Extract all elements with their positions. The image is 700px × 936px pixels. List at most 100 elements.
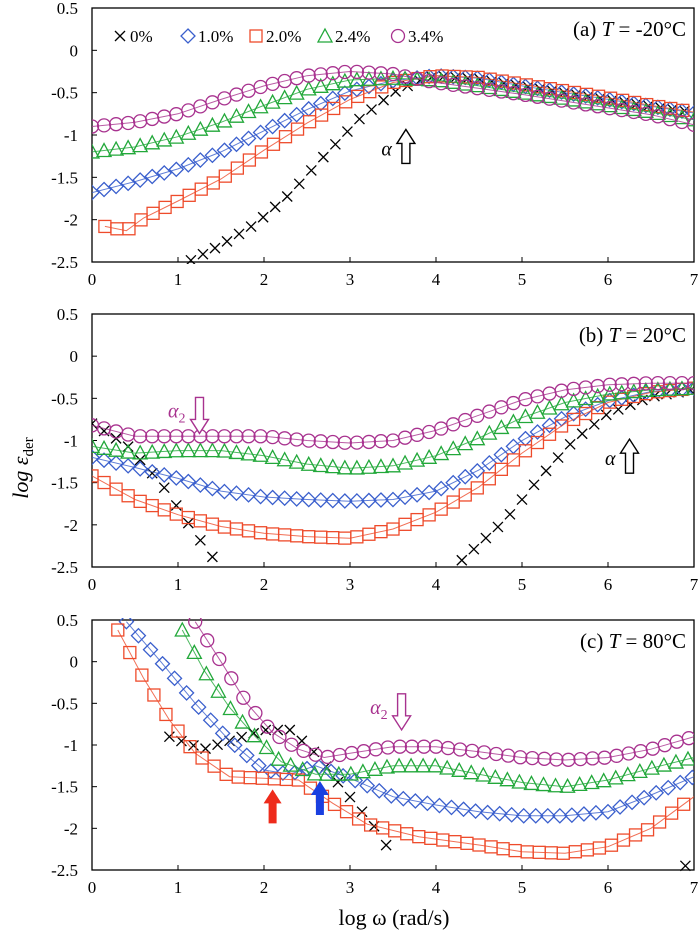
data-point-triangle	[204, 442, 221, 458]
data-point-triangle	[192, 442, 209, 458]
x-tick-label: 3	[346, 575, 355, 594]
data-point-diamond	[144, 463, 161, 480]
data-point-circle	[506, 86, 521, 101]
data-point-triangle	[282, 756, 299, 772]
data-point-diamond	[588, 804, 604, 821]
data-point-diamond	[192, 152, 209, 168]
data-point-circle	[686, 117, 694, 132]
data-point-triangle	[132, 444, 149, 460]
data-point-diamond	[168, 470, 185, 486]
data-point-triangle	[421, 71, 438, 87]
transition-arrow-icon	[263, 789, 282, 824]
data-point-circle	[337, 435, 352, 450]
series-line	[92, 387, 694, 539]
x-tick-label: 7	[690, 878, 699, 897]
data-point-cross	[158, 482, 170, 494]
data-point-triangle	[487, 768, 504, 784]
data-point-circle	[120, 115, 136, 131]
data-point-triangle	[276, 451, 293, 467]
data-point-diamond	[240, 130, 257, 147]
data-point-circle	[248, 705, 263, 721]
data-point-cross	[212, 739, 224, 751]
data-point-cross	[564, 438, 576, 450]
data-point-triangle	[637, 382, 654, 398]
data-point-triangle	[655, 756, 672, 772]
y-tick-label: -1	[64, 736, 78, 755]
data-point-diamond	[130, 627, 147, 644]
data-point-diamond	[565, 405, 582, 422]
legend-entry: 1.0%	[180, 27, 233, 46]
data-point-diamond	[264, 489, 281, 506]
data-point-triangle	[547, 777, 564, 793]
data-point-circle	[272, 729, 287, 745]
data-point-square	[664, 806, 679, 820]
data-point-diamond	[648, 784, 665, 801]
data-point-circle	[133, 429, 148, 444]
data-point-diamond	[202, 712, 219, 729]
data-point-triangle	[481, 79, 498, 95]
data-point-triangle	[402, 757, 420, 773]
data-point-triangle	[529, 86, 546, 102]
x-tick-label: 2	[260, 575, 269, 594]
data-point-diamond	[324, 492, 341, 509]
data-point-cross	[679, 860, 691, 872]
data-point-triangle	[240, 103, 257, 119]
data-point-diamond	[359, 777, 376, 794]
data-point-cross	[486, 75, 498, 87]
data-point-diamond	[636, 789, 653, 806]
data-point-cross	[456, 554, 468, 566]
data-point-diamond	[541, 417, 558, 434]
data-point-diamond	[481, 455, 498, 471]
data-point-square	[254, 145, 269, 159]
data-point-triangle	[180, 124, 197, 140]
data-point-triangle	[222, 700, 239, 716]
data-point-circle	[614, 377, 629, 392]
data-point-circle	[380, 740, 395, 755]
data-point-triangle	[107, 441, 125, 457]
data-point-cross	[209, 242, 221, 254]
series-line	[92, 387, 694, 502]
legend-entry: 3.4%	[390, 27, 443, 46]
x-tick-label: 1	[174, 270, 183, 289]
data-point-triangle	[354, 763, 371, 779]
y-tick-label: 0.5	[57, 305, 78, 324]
panel-a: 0.5 0 -0.5 -1 -1.5 -2 -2.5 0 1 2 3 4 5 6 7 α (a) T = -20…	[51, 0, 699, 289]
data-point-triangle	[553, 395, 570, 411]
data-point-cross	[245, 221, 257, 233]
data-point-diamond	[252, 124, 269, 141]
data-point-triangle	[601, 385, 618, 401]
data-point-diamond	[108, 455, 124, 471]
data-point-triangle	[613, 99, 630, 115]
data-point-diamond	[503, 806, 520, 823]
series-2-0pct	[98, 69, 694, 236]
data-point-triangle	[132, 137, 149, 153]
annotation-label: α2	[168, 400, 186, 426]
data-point-triangle	[120, 139, 137, 155]
data-layer	[111, 618, 694, 872]
data-point-diamond	[336, 493, 353, 509]
data-point-circle	[200, 633, 215, 648]
data-point-triangle	[523, 775, 540, 791]
data-point-triangle	[228, 444, 245, 460]
y-tick-label: -2.5	[51, 558, 78, 577]
data-point-triangle	[316, 27, 334, 43]
data-point-triangle	[529, 403, 546, 419]
x-tick-label: 6	[604, 270, 613, 289]
data-point-cross	[185, 254, 197, 264]
data-point-circle	[464, 743, 480, 759]
data-point-triangle	[216, 442, 233, 458]
data-point-triangle	[264, 93, 281, 109]
legend-label: 3.4%	[408, 27, 443, 46]
data-point-circle	[590, 99, 605, 114]
data-point-diamond	[214, 725, 231, 742]
series-3-4pct	[188, 618, 694, 767]
relaxation-arrow-icon: α	[605, 437, 640, 474]
data-point-triangle	[348, 459, 365, 475]
data-point-triangle	[541, 88, 558, 104]
series-line	[92, 70, 694, 127]
data-point-triangle	[306, 765, 323, 781]
data-point-diamond	[180, 473, 197, 490]
data-point-cross	[134, 454, 146, 466]
data-point-circle	[470, 81, 485, 96]
data-point-diamond	[96, 181, 112, 198]
